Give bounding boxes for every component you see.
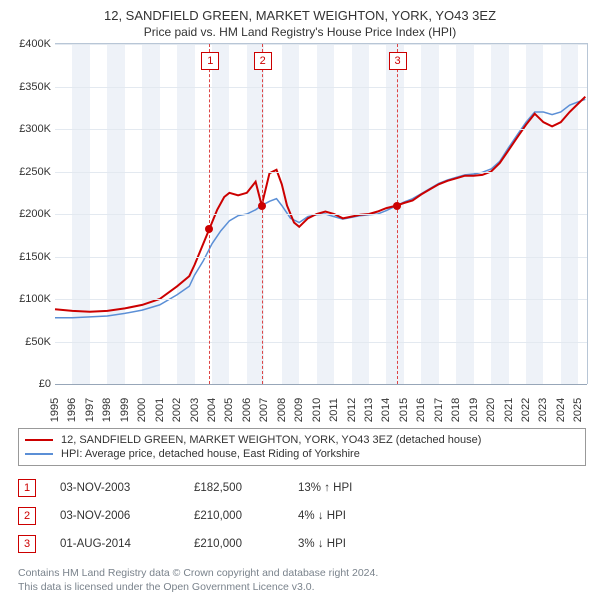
x-axis-label: 2015 [398,398,410,422]
x-axis-label: 2022 [520,398,532,422]
gridline-h [55,384,587,385]
x-axis-label: 1998 [101,398,113,422]
events-list: 1 03-NOV-2003 £182,500 13% ↑ HPI 2 03-NOV-200… [18,474,586,558]
event-marker-line [262,44,263,384]
event-marker-dot [393,202,401,210]
y-axis-label: £0 [7,378,51,390]
gridline-h [55,44,587,45]
event-date: 03-NOV-2006 [60,510,170,522]
x-axis-label: 2008 [276,398,288,422]
x-axis-label: 2004 [206,398,218,422]
x-axis-label: 2010 [311,398,323,422]
gridline-h [55,87,587,88]
y-axis-label: £200K [7,208,51,220]
x-axis-label: 2003 [189,398,201,422]
chart-plot-area: £0£50K£100K£150K£200K£250K£300K£350K£400… [55,43,588,384]
x-axis-label: 2019 [468,398,480,422]
legend-row-hpi: HPI: Average price, detached house, East… [25,447,579,461]
event-marker-number: 1 [201,52,219,70]
x-axis-label: 1995 [49,398,61,422]
gridline-h [55,299,587,300]
event-marker-line [209,44,210,384]
legend: 12, SANDFIELD GREEN, MARKET WEIGHTON, YO… [18,428,586,466]
x-axis-label: 2006 [241,398,253,422]
series-line-hpi [55,99,585,317]
gridline-h [55,214,587,215]
x-axis-label: 2024 [555,398,567,422]
x-axis-label: 2001 [154,398,166,422]
gridline-h [55,129,587,130]
event-marker-number: 2 [254,52,272,70]
y-axis-label: £300K [7,123,51,135]
x-axis-label: 2012 [346,398,358,422]
event-marker-dot [258,202,266,210]
legend-label-property: 12, SANDFIELD GREEN, MARKET WEIGHTON, YO… [61,434,481,446]
x-axis-label: 2023 [537,398,549,422]
x-axis-label: 2005 [223,398,235,422]
event-price: £182,500 [194,482,274,494]
event-number: 3 [18,535,36,553]
event-number: 1 [18,479,36,497]
event-price: £210,000 [194,510,274,522]
x-axis-label: 2011 [328,398,340,422]
footer-line1: Contains HM Land Registry data © Crown c… [18,566,586,580]
y-axis-label: £150K [7,251,51,263]
event-marker-number: 3 [389,52,407,70]
event-date: 03-NOV-2003 [60,482,170,494]
x-axis-label: 2007 [258,398,270,422]
x-axis-label: 2016 [415,398,427,422]
x-axis-label: 2013 [363,398,375,422]
gridline-h [55,172,587,173]
title-address: 12, SANDFIELD GREEN, MARKET WEIGHTON, YO… [0,8,600,23]
x-axis-label: 2002 [171,398,183,422]
event-row: 3 01-AUG-2014 £210,000 3% ↓ HPI [18,530,586,558]
event-price: £210,000 [194,538,274,550]
event-number: 2 [18,507,36,525]
x-axis-label: 2021 [503,398,515,422]
x-axis-label: 2000 [136,398,148,422]
event-date: 01-AUG-2014 [60,538,170,550]
x-axis-label: 2009 [293,398,305,422]
x-axis-label: 1997 [84,398,96,422]
y-axis-label: £250K [7,166,51,178]
y-axis-label: £400K [7,38,51,50]
event-row: 2 03-NOV-2006 £210,000 4% ↓ HPI [18,502,586,530]
title-block: 12, SANDFIELD GREEN, MARKET WEIGHTON, YO… [0,0,600,43]
footer-line2: This data is licensed under the Open Gov… [18,580,586,594]
event-pct: 13% ↑ HPI [298,482,352,494]
y-axis-label: £350K [7,81,51,93]
x-axis-label: 2014 [380,398,392,422]
gridline-h [55,257,587,258]
legend-row-property: 12, SANDFIELD GREEN, MARKET WEIGHTON, YO… [25,433,579,447]
x-axis-label: 1999 [119,398,131,422]
title-subtitle: Price paid vs. HM Land Registry's House … [0,25,600,39]
x-axis-label: 1996 [66,398,78,422]
x-axis-label: 2018 [450,398,462,422]
chart-container: 12, SANDFIELD GREEN, MARKET WEIGHTON, YO… [0,0,600,590]
event-pct: 3% ↓ HPI [298,538,346,550]
event-marker-dot [205,225,213,233]
legend-label-hpi: HPI: Average price, detached house, East… [61,448,360,460]
legend-swatch-property [25,439,53,441]
x-axis-label: 2020 [485,398,497,422]
y-axis-label: £100K [7,293,51,305]
event-pct: 4% ↓ HPI [298,510,346,522]
event-row: 1 03-NOV-2003 £182,500 13% ↑ HPI [18,474,586,502]
x-axis-label: 2017 [433,398,445,422]
event-marker-line [397,44,398,384]
y-axis-label: £50K [7,336,51,348]
legend-swatch-hpi [25,453,53,455]
gridline-h [55,342,587,343]
x-axis-label: 2025 [572,398,584,422]
